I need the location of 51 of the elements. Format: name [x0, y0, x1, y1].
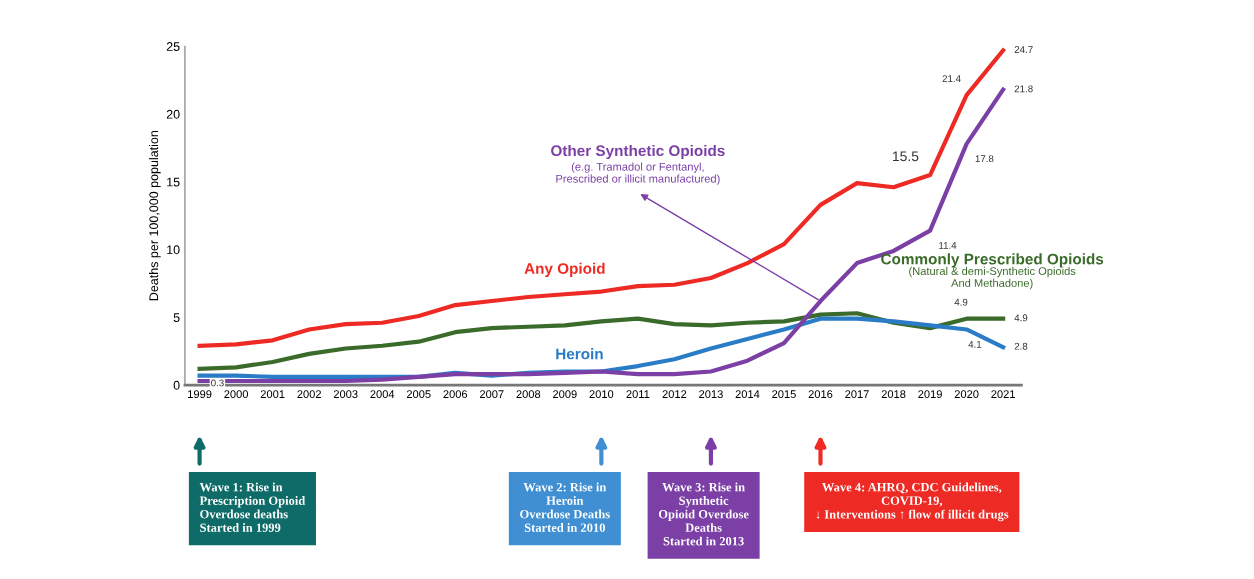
series-label: Any Opioid	[524, 262, 605, 277]
y-tick-label: 5	[173, 313, 180, 322]
x-tick-label: 2015	[772, 390, 796, 399]
data-label: 17.8	[975, 155, 994, 163]
text: Wave 4: AHRQ, CDC Guidelines, COVID-19, ↓ Interventions ↑ flow of illicit drugs	[816, 482, 1009, 522]
x-tick-label: 2000	[224, 390, 249, 399]
x-tick-label: 2020	[954, 390, 979, 399]
y-tick-label: 10	[167, 245, 180, 255]
data-label: 4.9	[954, 298, 968, 306]
x-tick-label: 2016	[808, 390, 833, 399]
data-label: 11.4	[939, 242, 957, 249]
x-tick-label: 2018	[881, 390, 906, 399]
text: Wave 3: Rise in Synthetic Opioid Overdose Deaths Started in 2013	[658, 482, 749, 546]
y-tick-label: 15	[167, 177, 180, 187]
line-series	[197, 311, 1006, 371]
text: Other Synthetic Opioids	[551, 144, 725, 160]
x-tick-label: 2019	[918, 390, 942, 399]
data-label: 2.8	[1014, 342, 1028, 350]
text: Wave 2: Rise in Heroin Overdose Deaths Started in 2010	[520, 482, 610, 532]
x-tick-label: 2003	[333, 390, 358, 399]
x-tick-label: 2005	[406, 390, 431, 399]
x-tick-label: 2008	[516, 390, 541, 399]
x-tick-label: 2010	[589, 390, 614, 399]
x-tick-label: 2012	[662, 390, 687, 399]
x-tick-label: 2013	[699, 390, 723, 399]
x-tick-label: 2004	[370, 390, 395, 399]
data-label: 4.9	[1014, 314, 1028, 322]
series-label: Heroin	[556, 348, 603, 360]
data-label: 21.8	[1014, 85, 1033, 93]
data-label: 4.1	[968, 340, 982, 348]
x-tick-label: 2014	[735, 390, 760, 399]
x-tick-label: 2006	[443, 390, 468, 399]
y-tick-label: 25	[166, 42, 180, 51]
x-tick-label: 2011	[626, 390, 650, 399]
x-tick-label: 2021	[991, 390, 1015, 399]
x-tick-label: 2001	[260, 390, 285, 399]
data-label: 24.7	[1014, 46, 1033, 53]
x-tick-label: 1999	[188, 390, 212, 399]
x-tick-label: 2009	[553, 390, 577, 399]
text: Wave 1: Rise in Prescription Opioid Overdose deaths Started in 1999	[199, 482, 306, 532]
x-tick-label: 2002	[297, 390, 321, 399]
annotation: (e.g. Tramadol or Fentanyl, Prescribed or illicit manufactured)	[556, 162, 720, 185]
data-label: 21.4	[942, 75, 961, 82]
x-tick-label: 2007	[479, 390, 504, 399]
data-label: 15.5	[892, 151, 919, 162]
data-label: 0.3	[211, 379, 224, 387]
y-tick-label: 20	[166, 109, 180, 119]
annotation: (Natural & demi-Synthetic Opioids And Methadone)	[909, 266, 1076, 290]
y-axis-title: Deaths per 100,000 population	[148, 131, 161, 301]
x-tick-label: 2017	[845, 390, 869, 399]
y-tick-label: 0	[173, 380, 180, 390]
